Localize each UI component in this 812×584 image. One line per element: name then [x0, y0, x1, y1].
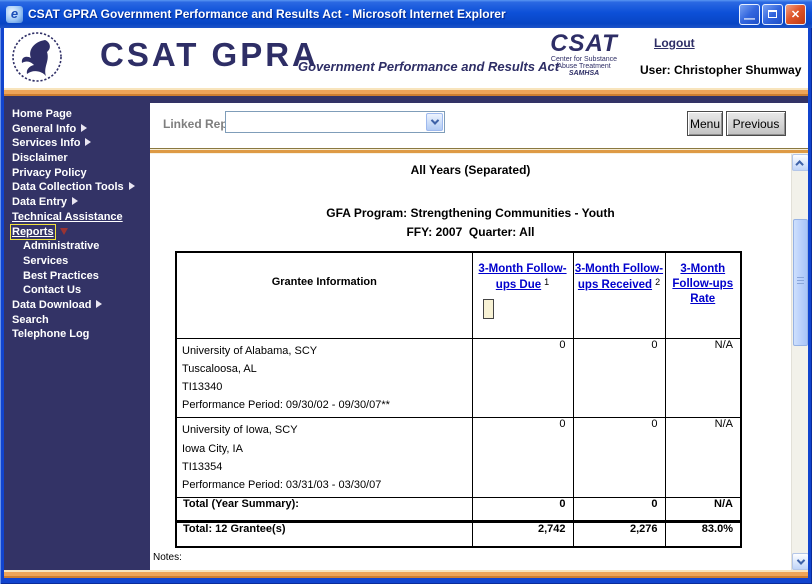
scroll-down-button[interactable]	[792, 553, 808, 570]
app-logo-subtitle: Government Performance and Results Act	[298, 59, 560, 74]
menu-button[interactable]: Menu	[687, 111, 723, 136]
sidebar-item-technical-assistance[interactable]: Technical Assistance	[12, 210, 123, 223]
notes-heading: Notes:	[153, 551, 182, 563]
grand-total-received: 2,276	[572, 520, 666, 548]
sidebar-item-search[interactable]: Search	[12, 313, 49, 326]
grantee-info-cell: University of Alabama, SCY Tuscaloosa, A…	[175, 337, 473, 419]
user-label: User: Christopher Shumway	[640, 63, 802, 77]
report-program-line: GFA Program: Strengthening Communities -…	[326, 206, 615, 220]
sidebar-item-reports[interactable]: Reports	[10, 223, 150, 241]
footer-accent-bar	[4, 570, 808, 578]
table-row: University of Iowa, SCY Iowa City, IA TI…	[175, 417, 742, 499]
year-total-received: 0	[572, 497, 666, 523]
due-footnote-marker: 1	[544, 277, 550, 287]
minimize-button[interactable]: —	[739, 3, 760, 25]
scroll-up-button[interactable]	[792, 154, 808, 171]
chevron-down-icon	[430, 116, 439, 125]
due-column-link[interactable]: 3-Month Follow-ups Due	[478, 263, 567, 291]
internet-explorer-icon: e	[6, 5, 23, 23]
submenu-arrow-icon	[85, 138, 92, 147]
vertical-scrollbar[interactable]	[791, 154, 808, 570]
received-column-link[interactable]: 3-Month Follow-ups Received	[574, 263, 664, 291]
table-header-row: Grantee Information 3-Month Follow-ups D…	[175, 251, 742, 339]
header-accent-bar	[4, 88, 808, 96]
chevron-up-icon	[794, 159, 804, 169]
sidebar-item-services[interactable]: Services	[23, 254, 69, 267]
sidebar-item-data-collection-tools[interactable]: Data Collection Tools	[12, 181, 150, 196]
sidebar-item-services-info[interactable]: Services Info	[12, 137, 150, 152]
title-bar: e CSAT GPRA Government Performance and R…	[0, 0, 812, 28]
submenu-arrow-icon	[72, 197, 79, 206]
missing-image-placeholder	[482, 299, 494, 319]
report-ffy-line: FFY: 2007 Quarter: All	[406, 225, 535, 239]
received-value-cell: 0	[572, 337, 666, 419]
hhs-eagle-logo	[11, 31, 63, 88]
sidebar-item-telephone-log[interactable]: Telephone Log	[12, 328, 90, 341]
expanded-arrow-icon	[59, 227, 68, 235]
report-title: All Years (Separated)	[410, 163, 531, 177]
submenu-arrow-icon	[81, 123, 88, 132]
csat-samhsa-logo: CSAT Center for Substance Abuse Treatmen…	[550, 30, 618, 78]
grantee-info-cell: University of Iowa, SCY Iowa City, IA TI…	[175, 417, 473, 499]
col-header-rate: 3-Month Follow-ups Rate	[664, 251, 742, 339]
sidebar-item-best-practices[interactable]: Best Practices	[23, 269, 99, 282]
col-header-due: 3-Month Follow-ups Due 1	[471, 251, 574, 339]
maximize-icon	[768, 10, 777, 18]
sidebar-nav: Home Page General Info Services Info Dis…	[4, 103, 150, 570]
grand-total-due: 2,742	[471, 520, 574, 548]
sidebar-item-administrative[interactable]: Administrative	[23, 240, 100, 253]
due-value-cell: 0	[471, 337, 574, 419]
due-value-cell: 0	[471, 417, 574, 499]
sidebar-item-contact-us[interactable]: Contact Us	[23, 284, 82, 297]
col-header-received: 3-Month Follow-ups Received 2	[572, 251, 666, 339]
year-total-row: Total (Year Summary): 0 0 N/A	[175, 497, 742, 523]
report-toolbar: Linked Reports: Menu Previous	[150, 103, 808, 148]
window-title: CSAT GPRA Government Performance and Res…	[28, 7, 506, 21]
linked-reports-select[interactable]	[225, 111, 445, 133]
submenu-arrow-icon	[128, 182, 135, 191]
grand-total-label: Total: 12 Grantee(s)	[175, 520, 473, 548]
toolbar-separator	[150, 148, 808, 154]
year-total-label: Total (Year Summary):	[175, 497, 473, 523]
navy-divider-strip	[4, 96, 808, 103]
logout-link[interactable]: Logout	[654, 36, 695, 50]
grand-total-row: Total: 12 Grantee(s) 2,742 2,276 83.0%	[175, 520, 742, 548]
close-button[interactable]: ✕	[785, 3, 806, 25]
sidebar-item-data-entry[interactable]: Data Entry	[12, 196, 150, 211]
rate-value-cell: N/A	[664, 337, 742, 419]
col-header-grantee: Grantee Information	[175, 251, 473, 339]
notes-na-definition: N/A=Data Not Available	[162, 569, 791, 570]
sidebar-item-home-page[interactable]: Home Page	[12, 108, 72, 120]
sidebar-item-privacy-policy[interactable]: Privacy Policy	[12, 166, 87, 179]
dropdown-button[interactable]	[426, 113, 443, 131]
received-footnote-marker: 2	[655, 277, 661, 287]
chevron-down-icon	[796, 555, 805, 565]
received-value-cell: 0	[572, 417, 666, 499]
table-row: University of Alabama, SCY Tuscaloosa, A…	[175, 337, 742, 419]
year-total-due: 0	[471, 497, 574, 523]
sidebar-item-disclaimer[interactable]: Disclaimer	[12, 152, 68, 165]
year-total-rate: N/A	[664, 497, 742, 523]
sidebar-item-general-info[interactable]: General Info	[12, 123, 150, 138]
app-logo-title: CSAT GPRA	[100, 36, 319, 73]
sidebar-item-data-download[interactable]: Data Download	[12, 299, 150, 314]
rate-column-link[interactable]: 3-Month Follow-ups Rate	[672, 263, 734, 305]
maximize-button[interactable]	[762, 3, 783, 25]
rate-value-cell: N/A	[664, 417, 742, 499]
app-header: CSAT GPRA Government Performance and Res…	[4, 28, 808, 88]
previous-button[interactable]: Previous	[726, 111, 786, 136]
scrollbar-thumb[interactable]	[793, 219, 808, 346]
grand-total-rate: 83.0%	[664, 520, 742, 548]
grantee-report-table: Grantee Information 3-Month Follow-ups D…	[175, 251, 742, 548]
report-scroll-region: All Years (Separated) GFA Program: Stren…	[150, 154, 808, 570]
submenu-arrow-icon	[96, 299, 103, 308]
